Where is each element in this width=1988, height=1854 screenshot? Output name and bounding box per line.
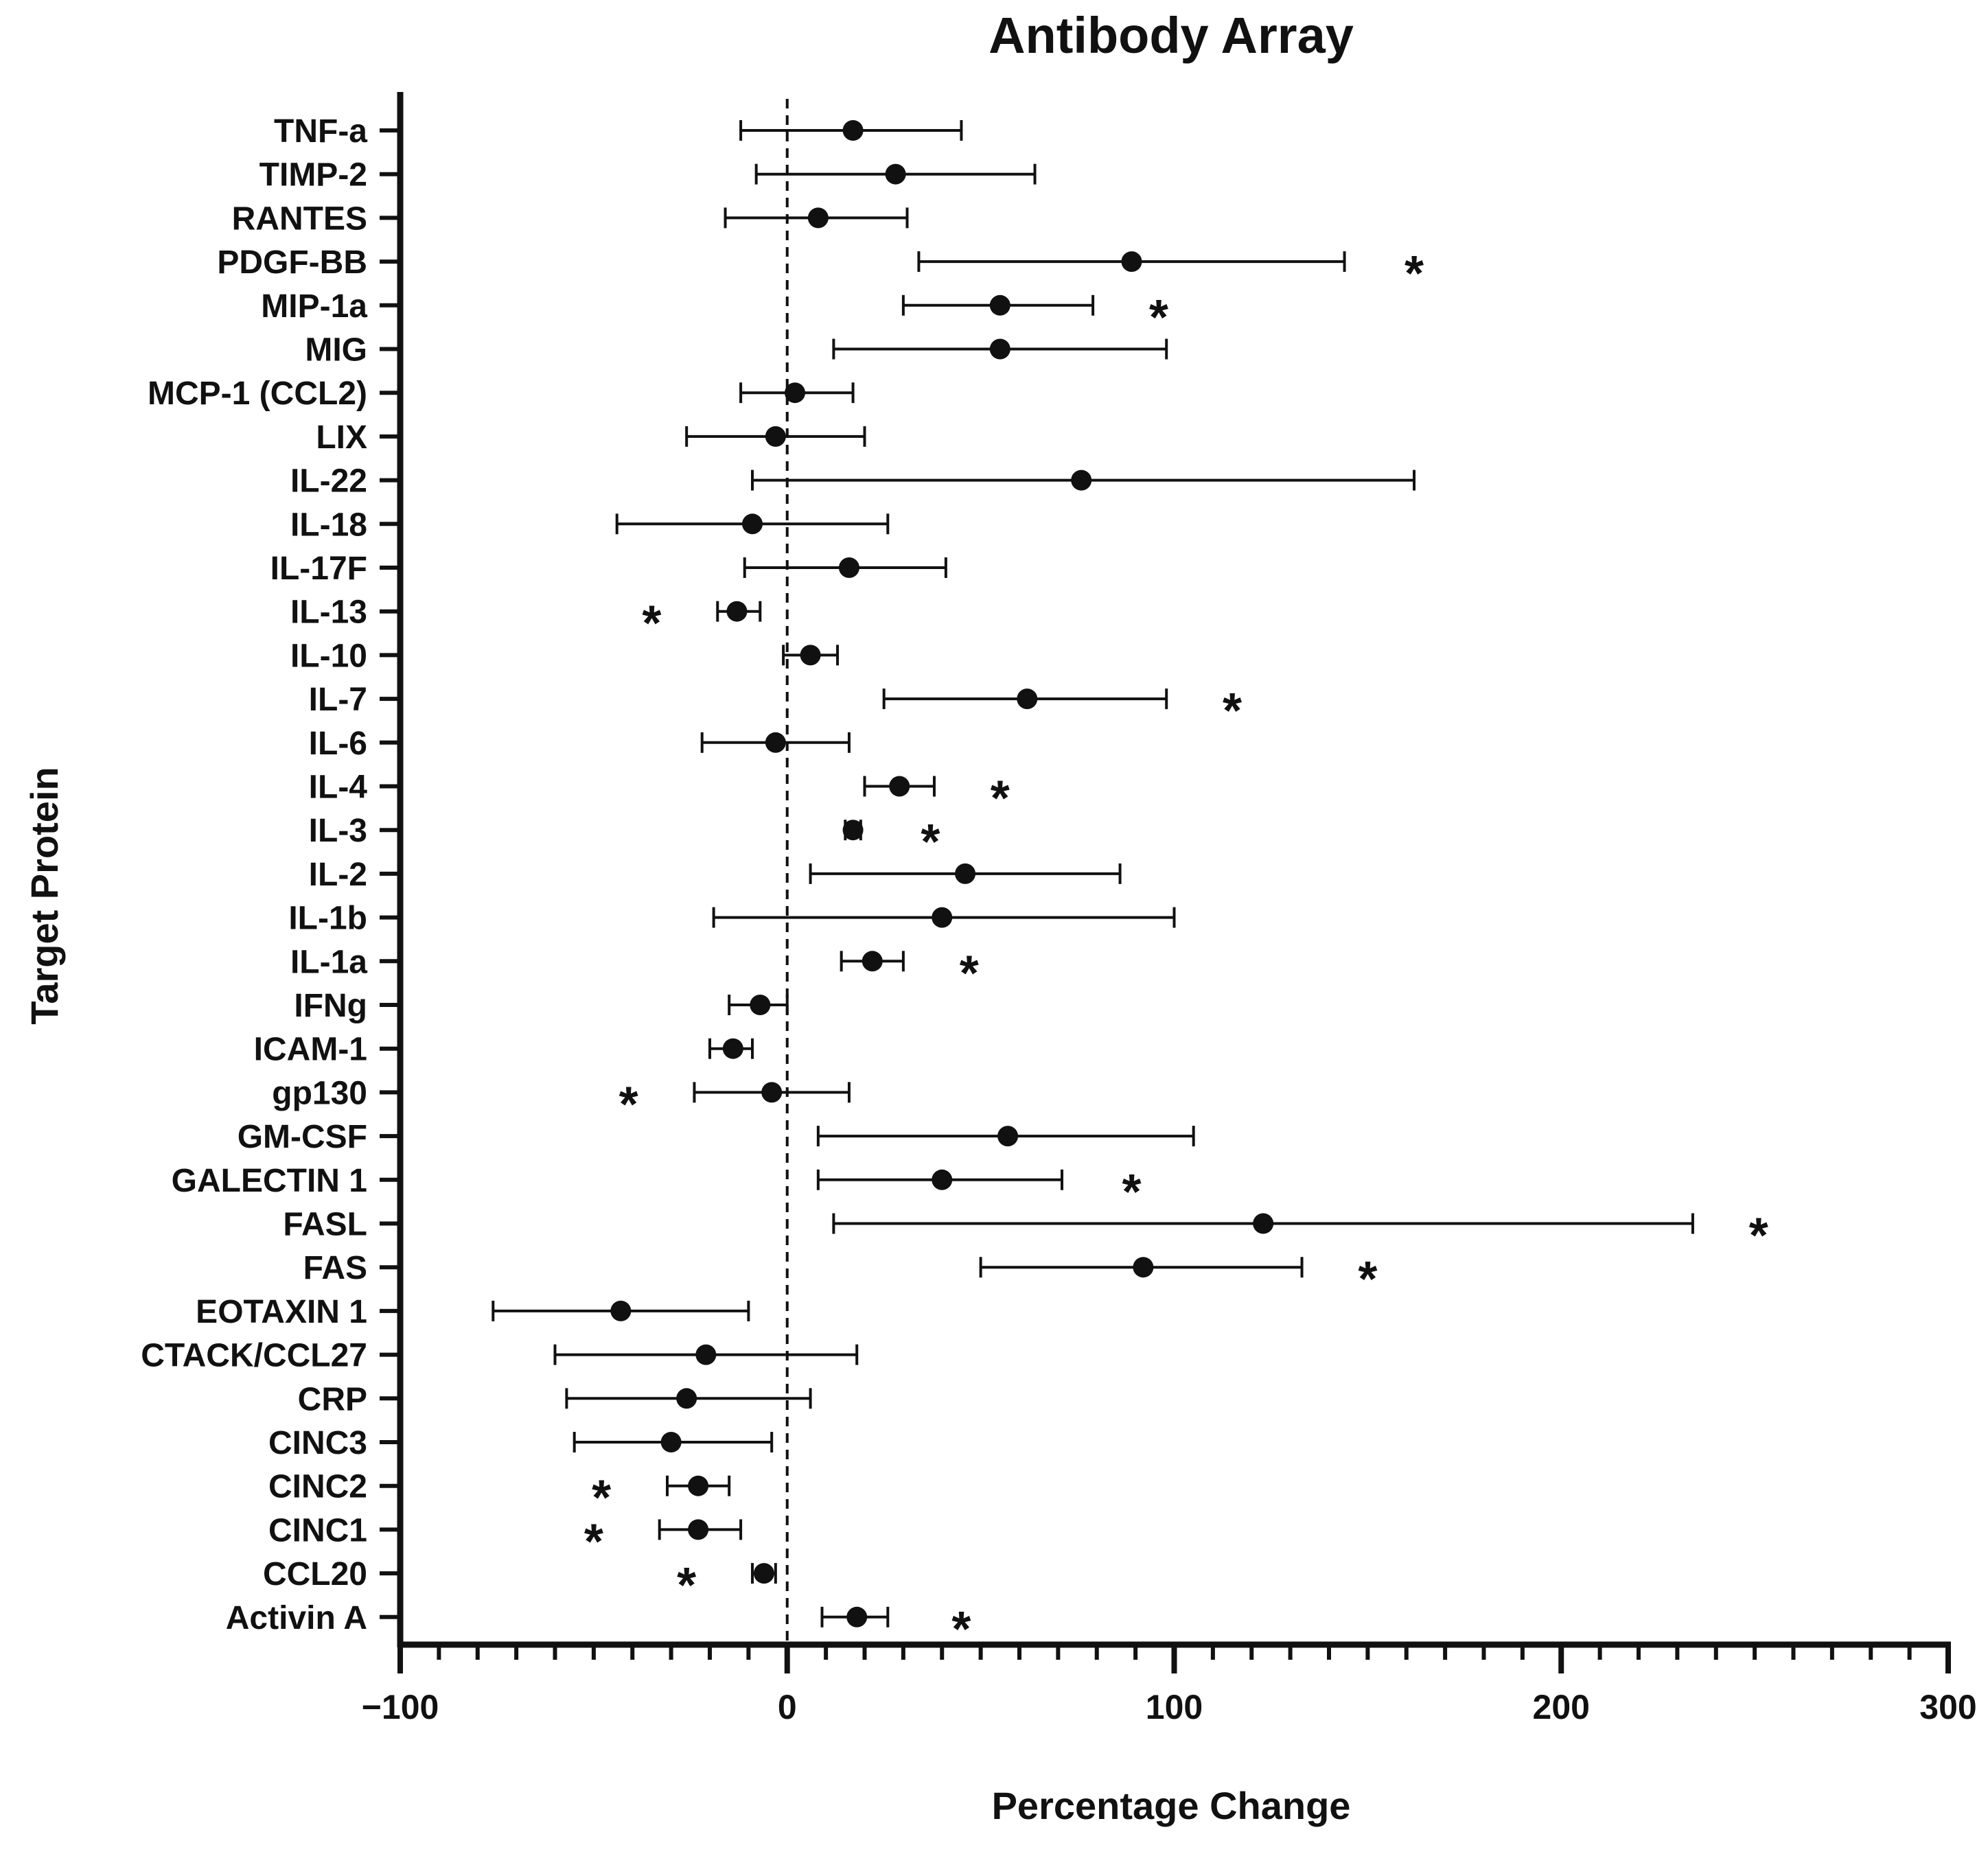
y-category-label: FASL — [283, 1207, 367, 1243]
data-point — [750, 995, 771, 1015]
y-category-label: IL-2 — [309, 857, 367, 893]
data-point — [753, 1563, 774, 1584]
y-category-label: IL-17F — [270, 551, 367, 587]
data-point — [800, 645, 821, 666]
data-point — [765, 426, 786, 447]
significance-star: * — [677, 1558, 696, 1613]
plot-area: −100 0 100 200 300 TNF-a TIMP-2 RANTES PDGF-BB * M… — [141, 92, 1977, 1726]
y-category-label: IL-18 — [290, 507, 367, 543]
data-point — [1253, 1213, 1274, 1234]
data-point — [688, 1475, 709, 1496]
significance-star: * — [951, 1602, 971, 1657]
significance-star: * — [921, 815, 940, 870]
significance-star: * — [642, 596, 661, 651]
significance-star: * — [619, 1077, 638, 1132]
y-category-label: CINC1 — [268, 1512, 367, 1549]
data-point — [610, 1300, 632, 1321]
y-category-label: CINC3 — [268, 1425, 367, 1461]
data-point — [765, 732, 786, 753]
data-point — [660, 1432, 682, 1452]
data-point — [862, 951, 883, 972]
x-tick-label: 300 — [1919, 1688, 1976, 1726]
data-point — [722, 1038, 743, 1059]
data-point — [1133, 1257, 1154, 1278]
y-category-label: IL-22 — [290, 463, 367, 500]
significance-star: * — [1122, 1165, 1141, 1220]
data-point — [1017, 688, 1038, 710]
y-category-label: IL-6 — [309, 726, 367, 762]
data-point — [761, 1082, 783, 1103]
y-category-label: CRP — [298, 1381, 367, 1417]
chart-title: Antibody Array — [989, 7, 1354, 64]
y-category-label: TIMP-2 — [259, 157, 367, 194]
y-category-label: IL-13 — [290, 594, 367, 631]
data-point — [676, 1388, 697, 1409]
data-point — [726, 601, 748, 622]
significance-star: * — [1223, 684, 1242, 739]
y-category-label: TNF-a — [274, 113, 367, 150]
data-point — [785, 382, 806, 404]
data-point — [932, 907, 953, 928]
data-point — [846, 1606, 868, 1627]
y-category-label: IFNg — [294, 988, 367, 1024]
x-tick-label: −100 — [362, 1688, 439, 1726]
data-point — [842, 820, 864, 841]
significance-star: * — [1149, 290, 1168, 345]
y-category-label: MCP-1 (CCL2) — [148, 375, 367, 412]
y-category-label: CTACK/CCL27 — [141, 1338, 367, 1374]
y-category-label: CINC2 — [268, 1469, 367, 1505]
data-point — [1121, 251, 1142, 273]
y-category-label: IL-10 — [290, 638, 367, 674]
y-category-label: Activin A — [226, 1600, 367, 1636]
data-point — [695, 1344, 717, 1365]
data-point — [889, 776, 910, 797]
significance-star: * — [960, 946, 979, 1001]
y-category-label: CCL20 — [263, 1556, 367, 1592]
data-point — [989, 294, 1010, 316]
x-tick-label: 100 — [1146, 1688, 1203, 1726]
y-category-label: IL-1a — [290, 944, 367, 980]
y-category-label: GALECTIN 1 — [172, 1163, 367, 1199]
significance-star: * — [592, 1471, 611, 1526]
y-category-label: LIX — [316, 419, 367, 456]
significance-star: * — [1749, 1209, 1768, 1264]
data-point — [885, 163, 906, 185]
data-point — [932, 1169, 953, 1190]
significance-star: * — [1358, 1252, 1377, 1307]
y-category-label: FAS — [303, 1250, 367, 1286]
y-category-label: IL-1b — [288, 901, 367, 937]
x-tick-label: 0 — [778, 1688, 797, 1726]
y-category-label: MIP-1a — [261, 288, 367, 325]
y-category-label: IL-4 — [309, 769, 368, 806]
y-category-label: IL-7 — [309, 682, 367, 718]
data-point — [838, 557, 859, 578]
y-category-label: RANTES — [232, 200, 367, 237]
y-axis-title: Target Protein — [23, 767, 66, 1024]
data-point — [955, 863, 976, 884]
y-category-label: gp130 — [272, 1075, 367, 1111]
y-category-label: IL-3 — [309, 813, 367, 849]
significance-star: * — [584, 1514, 603, 1569]
significance-star: * — [1405, 246, 1424, 301]
data-point — [842, 120, 864, 141]
y-category-label: GM-CSF — [238, 1119, 367, 1155]
data-point — [1071, 470, 1092, 491]
data-point — [688, 1519, 709, 1540]
y-category-label: ICAM-1 — [254, 1032, 367, 1068]
data-point — [807, 207, 829, 229]
y-category-label: MIG — [305, 332, 367, 369]
y-category-label: EOTAXIN 1 — [196, 1294, 367, 1330]
data-point — [989, 338, 1010, 360]
significance-star: * — [991, 772, 1010, 826]
x-tick-label: 200 — [1533, 1688, 1590, 1726]
data-point — [742, 513, 763, 535]
x-axis-title: Percentage Change — [992, 1784, 1351, 1827]
y-category-label: PDGF-BB — [217, 244, 367, 281]
data-point — [997, 1126, 1019, 1147]
